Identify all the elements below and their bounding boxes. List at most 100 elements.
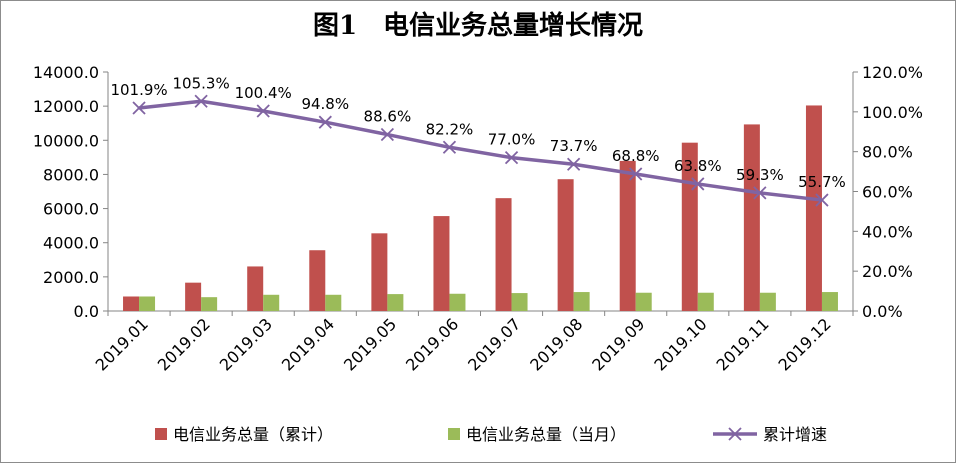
y-left-tick-label: 4000.0: [43, 234, 99, 253]
growth-line-marker: [504, 151, 519, 165]
marker-stroke: [194, 94, 208, 108]
marker-stroke: [380, 127, 395, 142]
bar-monthly: [201, 297, 218, 311]
y-left-tick-label: 0.0: [74, 302, 99, 321]
growth-line-marker: [318, 115, 332, 129]
bar-cumulative: [619, 160, 636, 311]
growth-line-marker: [194, 94, 208, 108]
legend: 电信业务总量（累计） 电信业务总量（当月） 累计增速: [155, 425, 827, 444]
marker-stroke: [566, 157, 581, 171]
x-tick-label: 2019.11: [712, 314, 772, 374]
growth-data-label: 94.8%: [301, 95, 349, 113]
x-tick-label: 2019.06: [402, 314, 462, 374]
marker-stroke: [753, 186, 767, 200]
y-left-tick-label: 8000.0: [43, 165, 99, 184]
bar-cumulative: [805, 105, 822, 312]
growth-line-marker: [132, 101, 146, 115]
y-right-tick-label: 80.0%: [862, 143, 913, 162]
bar-cumulative: [123, 296, 140, 311]
marker-stroke: [629, 167, 643, 181]
y-right-tick-label: 120.0%: [862, 63, 923, 82]
growth-data-label: 82.2%: [426, 120, 474, 138]
legend-label-growth: 累计增速: [763, 425, 827, 444]
y-left-tick-label: 10000.0: [33, 131, 99, 150]
y-right-tick-label: 60.0%: [862, 183, 913, 202]
marker-stroke: [504, 151, 519, 165]
bar-monthly: [325, 294, 342, 311]
marker-stroke: [256, 104, 270, 118]
bar-monthly: [511, 293, 528, 311]
bars: [123, 105, 838, 312]
growth-data-label: 105.3%: [173, 74, 230, 92]
bar-monthly: [387, 294, 404, 311]
x-tick-label: 2019.07: [464, 314, 524, 374]
bar-monthly: [821, 292, 838, 311]
y-right-tick-label: 100.0%: [862, 103, 923, 122]
legend-swatch-cumulative: [155, 428, 167, 440]
marker-stroke: [318, 115, 332, 129]
data-labels: 101.9% 105.3% 100.4% 94.8% 88.6% 82.2% 77.0% 73…: [110, 74, 845, 191]
growth-line-marker: [815, 193, 829, 207]
bar-cumulative: [743, 124, 760, 311]
growth-line-path: [138, 99, 823, 202]
bar-monthly: [573, 292, 590, 311]
y-left-tick-label: 6000.0: [43, 200, 99, 219]
bar-monthly: [449, 293, 466, 311]
growth-data-label: 77.0%: [488, 131, 536, 149]
x-tick-label: 2019.09: [588, 314, 648, 374]
growth-line: [132, 94, 829, 207]
growth-line-marker: [442, 140, 457, 154]
growth-data-label: 55.7%: [798, 173, 846, 191]
bar-cumulative: [557, 179, 574, 311]
x-tick-label: 2019.10: [650, 314, 710, 374]
bar-monthly: [139, 296, 156, 311]
bar-monthly: [635, 292, 652, 311]
growth-data-label: 73.7%: [550, 137, 598, 155]
growth-data-label: 63.8%: [674, 157, 722, 175]
growth-line-marker: [380, 127, 395, 142]
growth-line-marker: [691, 177, 705, 191]
legend-swatch-monthly: [448, 428, 460, 440]
x-tick-label: 2019.03: [216, 314, 276, 374]
marker-stroke: [691, 177, 705, 191]
growth-data-label: 59.3%: [736, 166, 784, 184]
y-left-tick-label: 2000.0: [43, 268, 99, 287]
growth-data-label: 101.9%: [110, 81, 167, 99]
y-left-tick-label: 12000.0: [33, 97, 99, 116]
y-right-tick-label: 0.0%: [862, 302, 903, 321]
x-tick-label: 2019.08: [526, 314, 586, 374]
growth-data-label: 88.6%: [364, 108, 412, 126]
bar-monthly: [759, 292, 776, 311]
bar-cumulative: [495, 198, 512, 311]
legend-label-monthly: 电信业务总量（当月）: [466, 425, 626, 444]
y-right-tick-label: 20.0%: [862, 262, 913, 281]
x-tick-label: 2019.12: [775, 314, 835, 374]
bar-monthly: [697, 292, 714, 311]
growth-line-marker: [753, 186, 767, 200]
marker-stroke: [132, 101, 146, 115]
growth-data-label: 100.4%: [235, 84, 292, 102]
x-tick-label: 2019.04: [278, 314, 338, 374]
bar-cumulative: [371, 233, 388, 311]
growth-line-marker: [629, 167, 643, 181]
bar-cumulative: [185, 282, 202, 311]
y-right-tick-label: 40.0%: [862, 222, 913, 241]
marker-stroke: [815, 193, 829, 207]
axes: 0.0 2000.0 4000.0 6000.0 8000.0 10000.0 12000.…: [33, 63, 923, 375]
marker-stroke: [442, 140, 457, 154]
bar-cumulative: [433, 216, 450, 311]
x-tick-label: 2019.02: [154, 314, 214, 374]
growth-line-marker: [566, 157, 581, 171]
x-tick-label: 2019.01: [92, 314, 152, 374]
growth-data-label: 68.8%: [612, 147, 660, 165]
x-tick-label: 2019.05: [340, 314, 400, 374]
bar-cumulative: [247, 266, 264, 311]
growth-line-marker: [256, 104, 270, 118]
bar-monthly: [263, 294, 280, 311]
legend-label-cumulative: 电信业务总量（累计）: [173, 425, 333, 444]
legend-swatch-marker: [728, 427, 742, 441]
bar-cumulative: [309, 250, 326, 311]
y-left-tick-label: 14000.0: [33, 63, 99, 82]
